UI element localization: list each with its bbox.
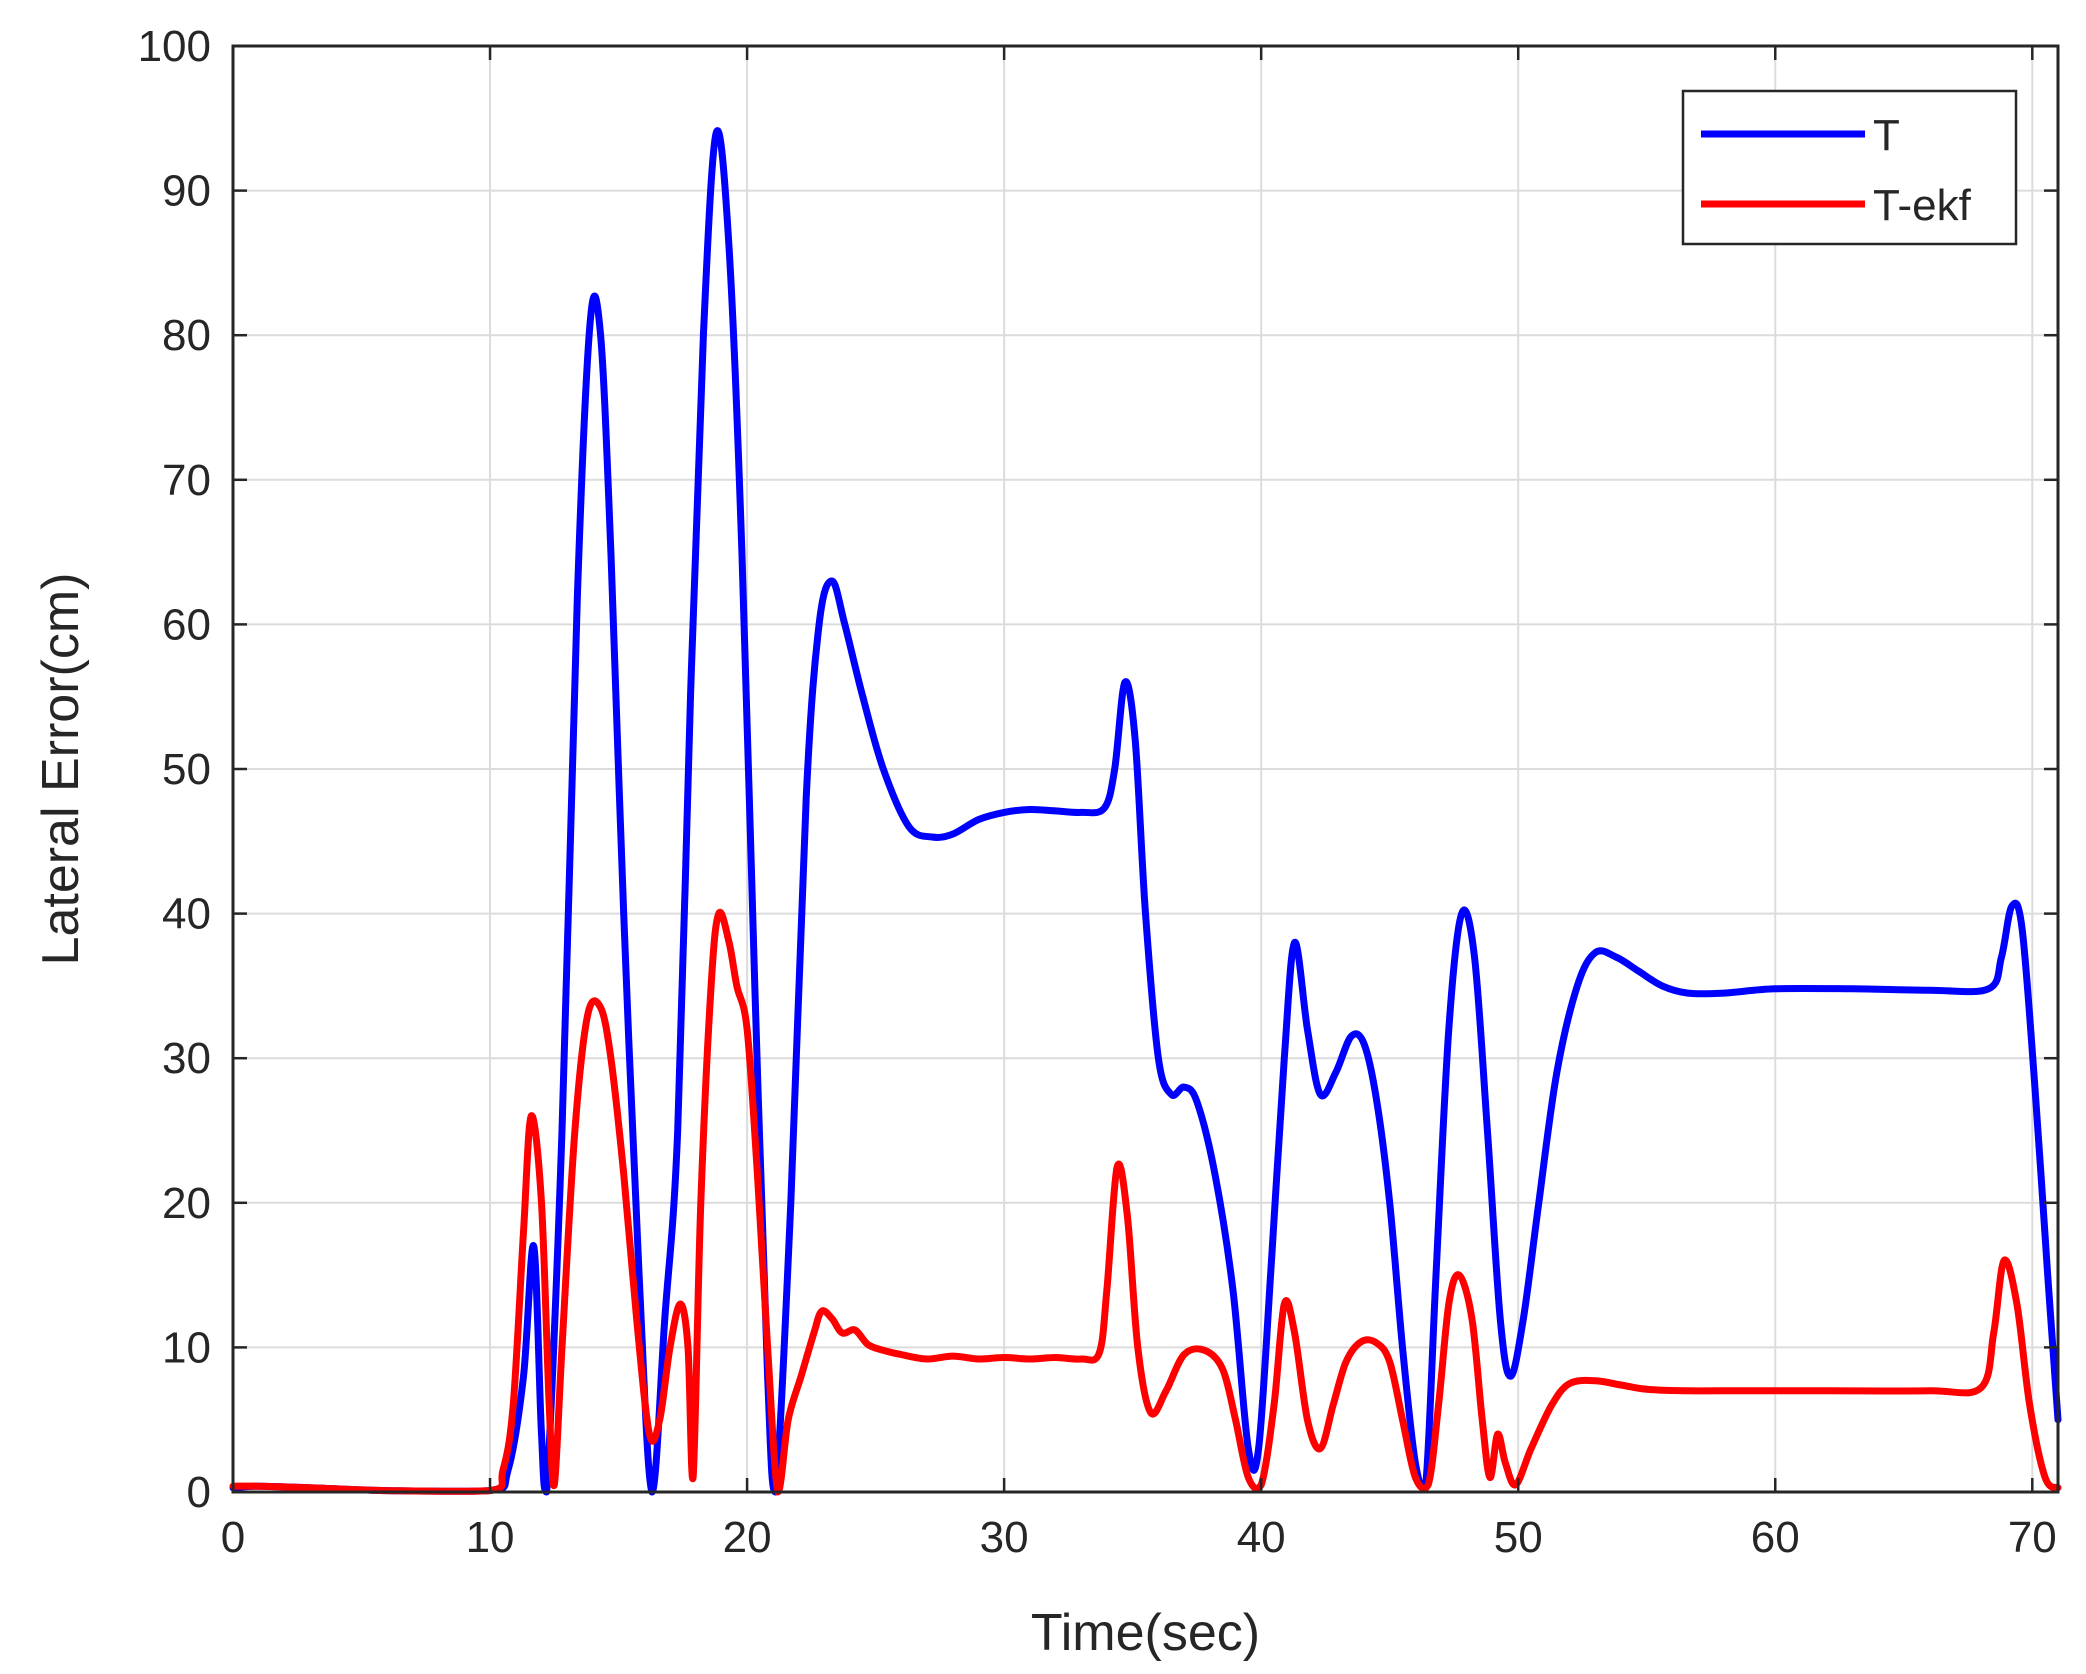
- x-tick-label: 50: [1494, 1513, 1543, 1562]
- series-line-t-ekf: [229, 908, 2062, 1496]
- y-tick-label: 90: [162, 167, 211, 216]
- axis-tick-labels: 0 10 20 30 40 50 60 70 0 10 20 30 40 50 60 70 80 90 100: [138, 22, 2057, 1562]
- y-tick-label: 80: [162, 311, 211, 360]
- series-layer: [229, 127, 2062, 1496]
- x-tick-label: 40: [1237, 1513, 1286, 1562]
- y-tick-label: 30: [162, 1034, 211, 1083]
- legend-label-t-ekf: T-ekf: [1873, 181, 1972, 230]
- y-axis-title: Lateral Error(cm): [32, 573, 90, 966]
- x-tick-label: 10: [466, 1513, 515, 1562]
- x-tick-label: 60: [1751, 1513, 1800, 1562]
- x-axis-title: Time(sec): [1031, 1604, 1260, 1662]
- y-tick-label: 50: [162, 745, 211, 794]
- y-tick-label: 10: [162, 1323, 211, 1372]
- x-tick-label: 20: [723, 1513, 772, 1562]
- y-tick-label: 60: [162, 600, 211, 649]
- y-tick-label: 0: [187, 1468, 211, 1517]
- legend-label-t: T: [1873, 111, 1900, 160]
- y-tick-label: 70: [162, 456, 211, 505]
- series-line-t: [229, 127, 2062, 1496]
- x-tick-label: 30: [980, 1513, 1029, 1562]
- axis-ticks: [231, 44, 2058, 1494]
- y-tick-label: 100: [138, 22, 211, 71]
- legend-box: [1681, 89, 2018, 246]
- y-tick-label: 40: [162, 890, 211, 939]
- x-tick-label: 70: [2008, 1513, 2057, 1562]
- legend: T T-ekf: [1681, 89, 2018, 246]
- x-tick-label: 0: [221, 1513, 245, 1562]
- y-tick-label: 20: [162, 1179, 211, 1228]
